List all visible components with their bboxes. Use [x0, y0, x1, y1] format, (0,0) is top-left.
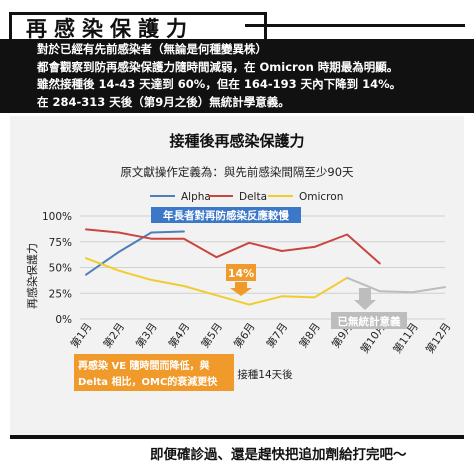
x-tick-label: 第8月: [296, 320, 323, 350]
info-line: 雖然接種後 14-43 天達到 60%，但在 164-193 天內下降到 14%…: [37, 77, 402, 91]
x-tick-label: 第3月: [133, 320, 160, 350]
series-line-delta: [85, 228, 381, 265]
no-significance-note: 已無統計意義: [331, 288, 407, 329]
decline-note-line1: 再感染 VE 隨時間而降低，與: [78, 359, 210, 372]
chart-title: 接種後再感染保護力: [169, 132, 304, 150]
header-rule: [245, 24, 465, 27]
percent-callout-arrow: [230, 282, 252, 296]
series-line-omicron-nonsignificant: [346, 276, 446, 294]
y-tick-label: 100%: [42, 211, 72, 223]
x-tick-label: 第6月: [231, 320, 258, 350]
legend-label-delta: Delta: [239, 191, 267, 203]
info-line: 對於已經有先前感染者（無論是何種變異株）: [37, 42, 267, 56]
chart: 接種後再感染保護力 原文獻操作定義為：與先前感染間隔至少90天 Alpha De…: [25, 132, 453, 391]
elderly-note-text: 年長者對再防感染反應較慢: [163, 209, 289, 222]
y-tick-label: 50%: [49, 263, 72, 275]
y-tick-label: 25%: [49, 288, 72, 300]
chart-card: 接種後再感染保護力 原文獻操作定義為：與先前感染間隔至少90天 Alpha De…: [10, 116, 464, 435]
x-tick-label: 第12月: [423, 320, 453, 356]
no-significance-text: 已無統計意義: [338, 315, 401, 328]
elderly-note: 年長者對再防感染反應較慢: [151, 207, 301, 223]
series-line-omicron: [85, 257, 349, 306]
x-tick-label: 第7月: [264, 320, 291, 350]
decline-note-line2: Delta 相比，OMC的衰減更快: [78, 375, 218, 388]
x-tick-label: 第5月: [198, 320, 225, 350]
x-tick-label: 第4月: [166, 320, 193, 350]
x-tick-label: 第2月: [101, 320, 128, 350]
elderly-note-box: [151, 207, 301, 223]
no-significance-box: [331, 312, 407, 329]
info-line: 都會觀察到防再感染保護力隨時間減弱，在 Omicron 時期最為明顯。: [37, 59, 399, 74]
y-tick-label: 0%: [55, 314, 72, 326]
footer-text: 即便確診過、還是趕快把追加劑給打完吧～: [150, 447, 407, 463]
info-panel: 對於已經有先前感染者（無論是何種變異株） 都會觀察到防再感染保護力隨時間減弱，在…: [0, 39, 474, 113]
page-title: 再感染保護力: [9, 12, 267, 44]
legend-label-alpha: Alpha: [181, 191, 211, 203]
x-axis-label: 接種14天後: [237, 368, 293, 381]
y-axis-label: 再感染保護力: [25, 243, 39, 309]
percent-callout-box: [226, 264, 256, 281]
decline-note-box: [74, 354, 234, 391]
footer-rule: [10, 435, 464, 439]
legend: Alpha Delta Omicron: [150, 191, 343, 203]
info-line: 在 284-313 天後（第9月之後）無統計學意義。: [37, 94, 290, 109]
chart-subtitle: 原文獻操作定義為：與先前感染間隔至少90天: [120, 165, 354, 179]
percent-callout-text: 14%: [228, 267, 254, 280]
y-tick-label: 75%: [49, 237, 72, 249]
percent-callout: 14%: [226, 264, 256, 296]
no-significance-arrow: [354, 288, 376, 310]
decline-note: 再感染 VE 隨時間而降低，與 Delta 相比，OMC的衰減更快: [74, 354, 234, 391]
legend-label-omicron: Omicron: [299, 191, 343, 203]
